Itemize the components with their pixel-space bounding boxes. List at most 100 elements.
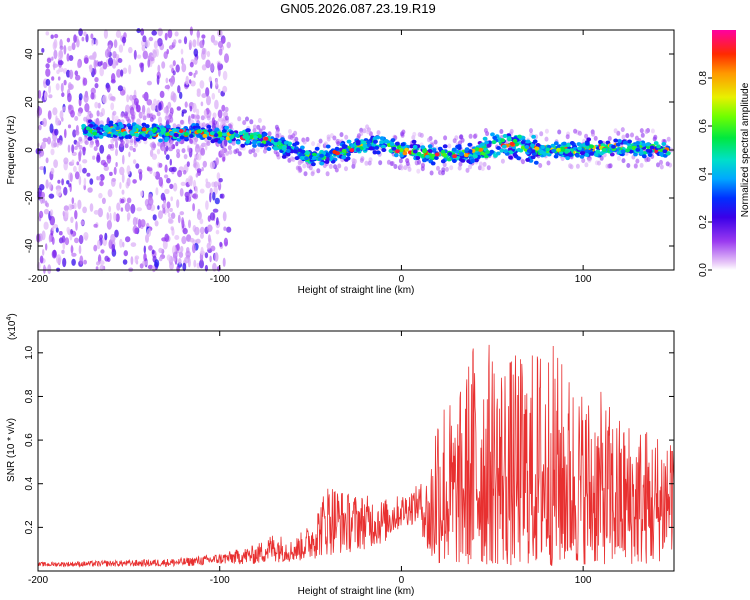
spectrogram-point [158, 176, 163, 187]
spectrogram-point [346, 152, 351, 157]
spectrogram-point [257, 118, 262, 123]
spectrogram-point [420, 145, 426, 150]
spectrogram-point [101, 174, 105, 181]
spectrogram-point [87, 132, 92, 137]
spectrogram-point [627, 139, 632, 144]
spectrogram-point [305, 151, 310, 156]
spectrogram-point [156, 111, 161, 117]
spectrogram-point [140, 190, 144, 197]
spectrogram-point [546, 160, 551, 166]
spectrogram-point [480, 166, 485, 172]
spectrogram-point [96, 261, 100, 266]
spectrogram-point [82, 167, 87, 174]
spectrogram-point [153, 40, 158, 49]
spectrogram-point [176, 152, 181, 159]
spectrogram-point [157, 205, 160, 210]
spectrogram-point [297, 148, 303, 153]
spectrogram-point [311, 162, 316, 167]
spectrogram-point [192, 203, 196, 212]
spectrogram-point [172, 70, 176, 76]
spectrogram-point [176, 265, 180, 273]
spectrogram-point [222, 70, 228, 81]
spectrogram-point [86, 172, 91, 177]
spectrogram-point [168, 217, 173, 224]
spectrogram-point [43, 208, 50, 215]
spectrogram-point [50, 167, 55, 175]
spectrogram-point [613, 128, 618, 134]
spectrogram-point [115, 148, 118, 157]
spectrogram-point [164, 188, 170, 195]
spectrogram-point [51, 226, 55, 231]
spectrogram-point [196, 129, 202, 134]
spectrogram-point [361, 140, 367, 145]
spectrogram-point [158, 256, 163, 262]
spectrogram-point [517, 134, 522, 139]
spectrogram-point [240, 143, 246, 148]
spectrogram-point [212, 112, 217, 119]
spectrogram-point [122, 259, 128, 265]
spectrogram-point [215, 78, 219, 87]
spectrogram-point [503, 149, 509, 154]
spectrogram-point [656, 162, 660, 168]
spectrogram-point [292, 142, 297, 147]
spectrogram-point [251, 148, 256, 153]
spectrogram-point [47, 136, 51, 145]
spectrogram-point [104, 232, 108, 241]
spectrogram-point [122, 154, 125, 165]
spectrogram-point [595, 149, 601, 154]
spectrogram-point [206, 124, 212, 129]
spectrogram-point [214, 127, 220, 132]
spectrogram-point [181, 63, 187, 73]
spectrogram-point [115, 162, 118, 167]
spectrogram-point [246, 128, 251, 133]
spectrogram-point [135, 163, 140, 169]
spectrogram-point [362, 128, 367, 134]
spectrogram-point [130, 256, 134, 265]
spectrogram-point [484, 140, 489, 145]
spectrogram-point [166, 177, 171, 184]
spectrogram-point [204, 264, 208, 272]
spectrogram-point [96, 154, 101, 163]
spectrogram-point [613, 138, 619, 143]
spectrogram-point [45, 157, 49, 164]
spectrogram-point [83, 232, 89, 240]
spectrogram-point [379, 140, 384, 145]
spectrogram-point [62, 106, 66, 112]
spectrogram-x-tick-label: 100 [575, 274, 592, 285]
spectrogram-point [99, 260, 105, 266]
spectrogram-point [332, 135, 337, 141]
spectrogram-point [353, 158, 358, 164]
spectrogram-point [60, 82, 64, 93]
spectrogram-point [99, 234, 103, 240]
spectrogram-point [71, 42, 76, 51]
spectrogram-point [157, 141, 162, 147]
spectrogram-point [188, 39, 193, 50]
spectrogram-point [194, 226, 200, 236]
spectrogram-point [217, 40, 224, 49]
spectrogram-point [201, 64, 207, 71]
spectrogram-point [66, 53, 70, 62]
spectrogram-point [339, 132, 344, 138]
spectrogram-point [217, 139, 223, 144]
spectrogram-point [310, 171, 315, 177]
spectrogram-point [161, 237, 167, 242]
spectrogram-point [206, 141, 211, 146]
spectrogram-point [219, 136, 225, 141]
spectrogram-point [90, 92, 95, 100]
spectrogram-point [142, 136, 148, 141]
spectrogram-point [577, 146, 582, 151]
spectrogram-point [57, 179, 61, 184]
spectrogram-x-tick-label: 0 [399, 274, 405, 285]
spectrogram-point [151, 249, 155, 255]
spectrogram-point [229, 135, 235, 140]
spectrogram-point [480, 151, 486, 156]
spectrogram-point [561, 141, 567, 146]
spectrogram-point [55, 83, 60, 91]
spectrogram-point [78, 93, 83, 101]
spectrogram-point [134, 255, 140, 260]
spectrogram-point [217, 109, 223, 119]
spectrogram-point [193, 72, 196, 78]
spectrogram-point [106, 212, 110, 221]
spectrogram-point [63, 79, 67, 86]
spectrogram-point [63, 45, 67, 55]
